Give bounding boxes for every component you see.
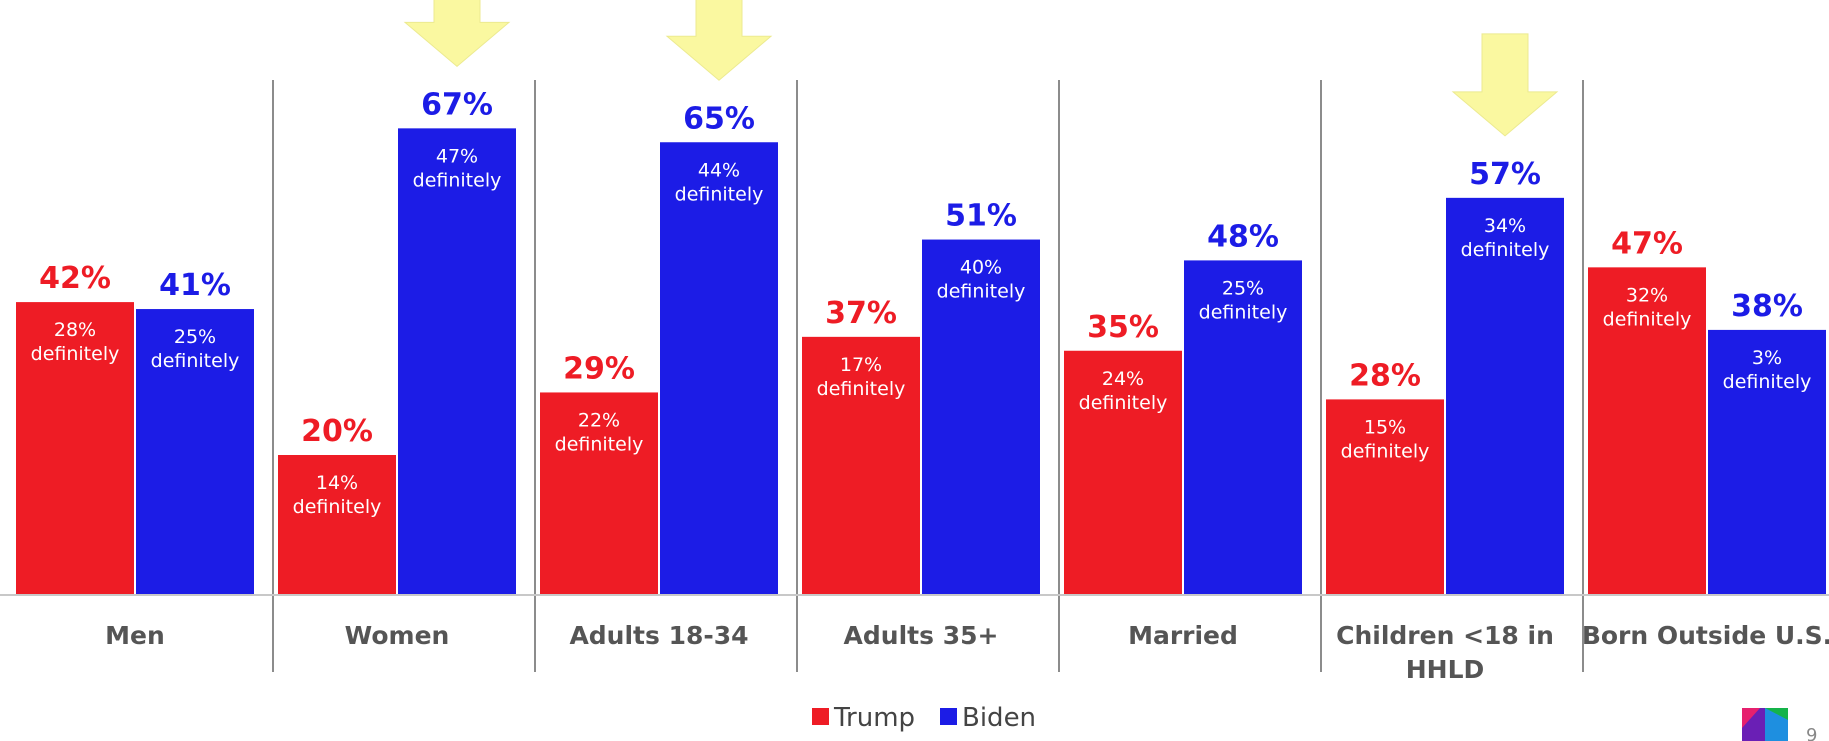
- definitely-word-trump: definitely: [293, 496, 382, 518]
- definitely-pct-trump: 22%: [578, 409, 620, 431]
- value-labels: 42%28%definitely41%25%definitely20%14%de…: [31, 87, 1812, 518]
- bar-biden-men: [136, 309, 254, 594]
- definitely-pct-biden: 25%: [174, 326, 216, 348]
- bar-trump-men: [16, 302, 134, 594]
- value-label-trump: 47%: [1611, 226, 1683, 261]
- bar-trump-married: [1064, 350, 1182, 594]
- value-label-trump: 20%: [301, 414, 373, 449]
- category-label: Adults 35+: [844, 621, 999, 650]
- category-label: Adults 18-34: [569, 621, 748, 650]
- bar-biden-children-18-in-hhld: [1446, 197, 1564, 594]
- definitely-word-trump: definitely: [817, 378, 906, 400]
- definitely-pct-trump: 14%: [316, 472, 358, 494]
- value-label-biden: 57%: [1469, 157, 1541, 192]
- bar-trump-children-18-in-hhld: [1326, 399, 1444, 594]
- highlight-arrow-icon: [1451, 33, 1559, 137]
- definitely-pct-biden: 40%: [960, 257, 1002, 279]
- value-label-biden: 67%: [421, 87, 493, 122]
- legend-label-biden: Biden: [962, 703, 1036, 733]
- group-dividers: [272, 80, 1584, 672]
- category-label: Married: [1128, 621, 1238, 650]
- bar-trump-adults-35: [802, 336, 920, 594]
- bar-trump-women: [278, 455, 396, 594]
- value-label-trump: 37%: [825, 296, 897, 331]
- definitely-word-biden: definitely: [413, 169, 502, 191]
- definitely-word-biden: definitely: [675, 183, 764, 205]
- page-number: 9: [1806, 725, 1817, 741]
- highlight-arrow-icon: [665, 0, 773, 81]
- value-label-biden: 38%: [1731, 289, 1803, 324]
- value-label-biden: 48%: [1207, 219, 1279, 254]
- value-label-trump: 28%: [1349, 358, 1421, 393]
- bar-biden-adults-35: [922, 239, 1040, 595]
- definitely-pct-trump: 15%: [1364, 416, 1406, 438]
- definitely-word-trump: definitely: [1341, 440, 1430, 462]
- definitely-word-trump: definitely: [31, 343, 120, 365]
- category-labels: Men Women Adults 18-34 Adults 35+ Married Chi…: [105, 621, 1829, 684]
- definitely-word-biden: definitely: [1461, 239, 1550, 261]
- definitely-pct-biden: 25%: [1222, 277, 1264, 299]
- definitely-pct-biden: 3%: [1752, 347, 1782, 369]
- highlight-arrow-icon: [403, 0, 511, 68]
- bar-biden-born-outside-u-s: [1708, 329, 1826, 594]
- category-label: Children <18 in: [1336, 621, 1554, 650]
- definitely-word-trump: definitely: [1603, 308, 1692, 330]
- definitely-pct-biden: 47%: [436, 145, 478, 167]
- legend: Trump Biden: [812, 703, 1036, 733]
- definitely-word-trump: definitely: [555, 433, 644, 455]
- definitely-word-biden: definitely: [151, 350, 240, 372]
- univision-logo-icon: [1742, 708, 1788, 741]
- bar-trump-born-outside-u-s: [1588, 267, 1706, 594]
- highlight-arrows: [403, 0, 1559, 137]
- legend-swatch-trump: [812, 708, 829, 725]
- bar-biden-married: [1184, 260, 1302, 594]
- definitely-pct-trump: 24%: [1102, 368, 1144, 390]
- bar-trump-adults-18-34: [540, 392, 658, 594]
- definitely-word-trump: definitely: [1079, 392, 1168, 414]
- bars: [16, 128, 1826, 595]
- definitely-pct-trump: 17%: [840, 354, 882, 376]
- value-label-biden: 51%: [945, 199, 1017, 234]
- legend-swatch-biden: [940, 708, 957, 725]
- definitely-word-biden: definitely: [1199, 301, 1288, 323]
- category-label: HHLD: [1406, 655, 1485, 684]
- value-label-biden: 41%: [159, 268, 231, 303]
- definitely-pct-trump: 28%: [54, 319, 96, 341]
- category-label: Born Outside U.S.: [1582, 621, 1829, 650]
- value-label-trump: 35%: [1087, 310, 1159, 345]
- category-label: Women: [345, 621, 450, 650]
- definitely-word-biden: definitely: [1723, 371, 1812, 393]
- value-label-biden: 65%: [683, 101, 755, 136]
- bar-biden-women: [398, 128, 516, 594]
- category-label: Men: [105, 621, 165, 650]
- bar-biden-adults-18-34: [660, 142, 778, 594]
- definitely-word-biden: definitely: [937, 281, 1026, 303]
- value-label-trump: 29%: [563, 351, 635, 386]
- definitely-pct-trump: 32%: [1626, 284, 1668, 306]
- definitely-pct-biden: 44%: [698, 159, 740, 181]
- value-label-trump: 42%: [39, 261, 111, 296]
- legend-label-trump: Trump: [833, 703, 915, 733]
- definitely-pct-biden: 34%: [1484, 215, 1526, 237]
